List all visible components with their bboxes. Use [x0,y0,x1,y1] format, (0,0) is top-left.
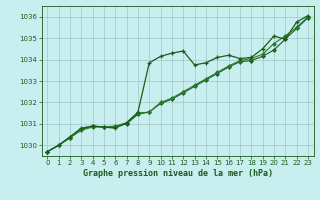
X-axis label: Graphe pression niveau de la mer (hPa): Graphe pression niveau de la mer (hPa) [83,169,273,178]
